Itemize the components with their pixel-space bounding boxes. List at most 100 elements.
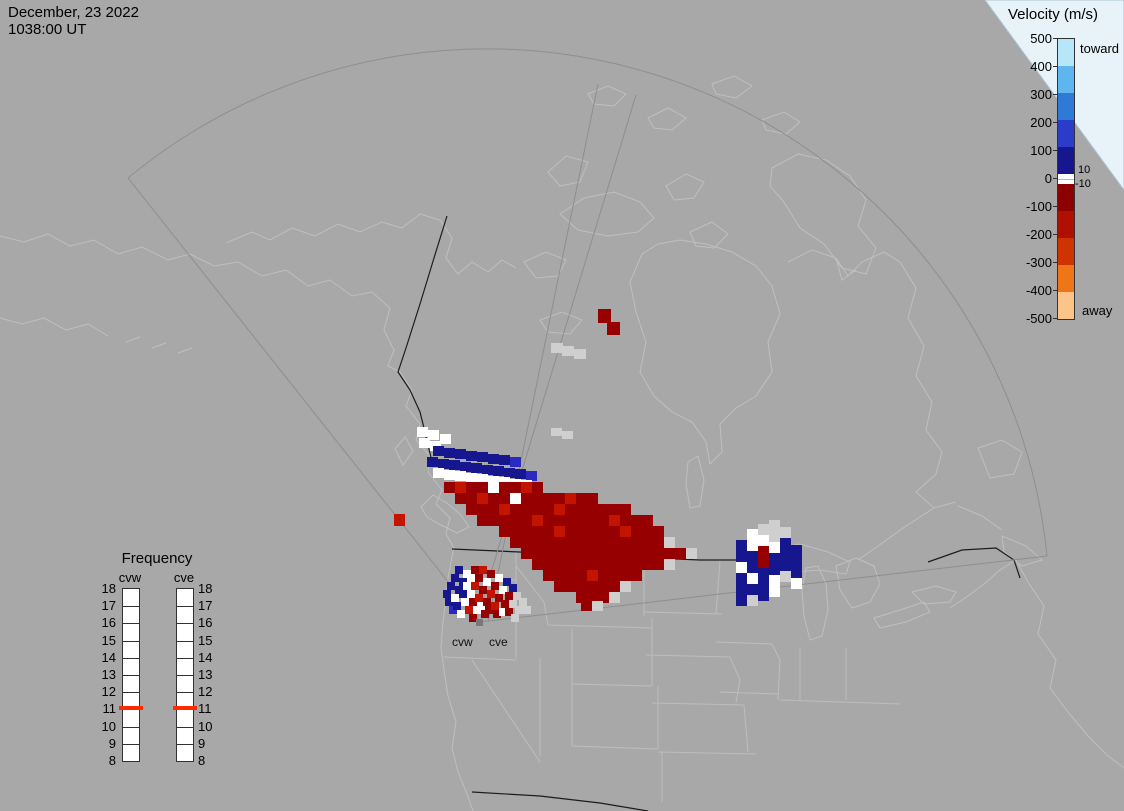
velocity-cell xyxy=(495,574,503,582)
velocity-cell xyxy=(620,559,631,570)
velocity-cell xyxy=(427,457,438,467)
velocity-colorbar-segment xyxy=(1058,147,1074,174)
velocity-cell xyxy=(453,602,461,610)
velocity-cell xyxy=(510,493,521,504)
velocity-cell xyxy=(587,559,598,570)
velocity-cell xyxy=(747,573,758,584)
toward-label: toward xyxy=(1080,41,1120,56)
velocity-cell xyxy=(477,515,488,526)
velocity-cell xyxy=(394,514,405,526)
velocity-cell xyxy=(587,537,598,548)
velocity-cell xyxy=(499,493,510,504)
velocity-cell xyxy=(780,538,791,549)
velocity-cell xyxy=(499,586,507,594)
frequency-bar-cvw xyxy=(122,588,140,762)
velocity-cell xyxy=(471,463,482,473)
velocity-cell xyxy=(631,515,642,526)
velocity-cell xyxy=(443,590,451,598)
velocity-cell xyxy=(455,471,466,481)
velocity-cell xyxy=(445,598,453,606)
velocity-cell xyxy=(521,548,532,559)
velocity-cell xyxy=(477,602,485,610)
velocity-cell xyxy=(451,594,459,602)
velocity-cell xyxy=(758,535,769,546)
velocity-cell xyxy=(598,592,609,603)
velocity-cell xyxy=(477,474,488,484)
frequency-tick-label: 18 xyxy=(101,581,116,596)
velocity-cell xyxy=(471,566,479,574)
velocity-cell xyxy=(562,346,574,356)
velocity-cell xyxy=(653,548,664,559)
velocity-cell xyxy=(592,601,603,611)
velocity-cell xyxy=(631,570,642,581)
velocity-cell xyxy=(510,457,521,467)
velocity-cell xyxy=(449,460,460,470)
velocity-cell xyxy=(598,504,609,515)
frequency-current-marker xyxy=(173,706,197,710)
frequency-tick-label: 12 xyxy=(198,684,213,699)
velocity-tick-mark xyxy=(1053,178,1057,179)
velocity-cell xyxy=(543,537,554,548)
velocity-cell xyxy=(653,559,664,570)
frequency-tick-mark xyxy=(123,658,139,659)
velocity-colorbar-segment xyxy=(1058,292,1074,319)
radar-cells-northern-cells xyxy=(551,309,620,359)
velocity-cell xyxy=(581,601,592,611)
velocity-cell xyxy=(587,581,598,592)
velocity-cell xyxy=(444,470,455,480)
velocity-cell xyxy=(488,476,499,486)
velocity-cell xyxy=(483,598,491,606)
velocity-cell xyxy=(543,493,554,504)
velocity-cell xyxy=(487,590,495,598)
frequency-tick-label: 8 xyxy=(198,753,206,768)
velocity-cell xyxy=(609,581,620,592)
velocity-cell xyxy=(460,462,471,472)
velocity-cell xyxy=(576,537,587,548)
velocity-cell xyxy=(620,504,631,515)
velocity-cell xyxy=(609,537,620,548)
velocity-cell xyxy=(576,570,587,581)
velocity-cell xyxy=(747,529,758,540)
velocity-cell xyxy=(598,526,609,537)
velocity-cell xyxy=(736,540,747,551)
frequency-tick-mark xyxy=(177,606,193,607)
velocity-cell xyxy=(587,570,598,581)
velocity-colorbar-segment xyxy=(1058,211,1074,238)
velocity-cell xyxy=(758,579,769,590)
velocity-cell xyxy=(459,590,467,598)
velocity-cell xyxy=(620,581,631,592)
velocity-cell xyxy=(565,570,576,581)
velocity-cell xyxy=(642,548,653,559)
velocity-cell xyxy=(510,504,521,515)
velocity-cell xyxy=(532,493,543,504)
velocity-cell xyxy=(769,531,780,542)
velocity-tick-mark xyxy=(1053,206,1057,207)
velocity-cell xyxy=(642,515,653,526)
velocity-cell xyxy=(501,600,509,608)
velocity-cell xyxy=(686,548,697,559)
velocity-cell xyxy=(620,537,631,548)
velocity-colorbar-segment xyxy=(1058,93,1074,120)
velocity-cell xyxy=(664,548,675,559)
velocity-cell xyxy=(504,468,515,478)
velocity-cell xyxy=(477,493,488,504)
velocity-cell xyxy=(455,482,466,493)
frequency-tick-label: 16 xyxy=(101,615,116,630)
velocity-cell xyxy=(554,515,565,526)
velocity-tick-mark xyxy=(1053,94,1057,95)
plot-header: December, 23 2022 1038:00 UT xyxy=(8,4,139,38)
velocity-cell xyxy=(565,526,576,537)
velocity-colorbar-segment xyxy=(1058,265,1074,292)
velocity-cell xyxy=(477,504,488,515)
velocity-cell xyxy=(488,515,499,526)
velocity-cell xyxy=(499,526,510,537)
velocity-cell xyxy=(419,438,430,448)
ground-scatter-threshold-negative: -10 xyxy=(1075,178,1091,190)
velocity-cell xyxy=(479,566,487,574)
frequency-tick-label: 14 xyxy=(101,650,116,665)
velocity-tick-label: -200 xyxy=(1025,227,1052,242)
frequency-tick-label: 17 xyxy=(198,598,213,613)
velocity-cell xyxy=(509,584,517,592)
velocity-cell xyxy=(780,571,791,582)
